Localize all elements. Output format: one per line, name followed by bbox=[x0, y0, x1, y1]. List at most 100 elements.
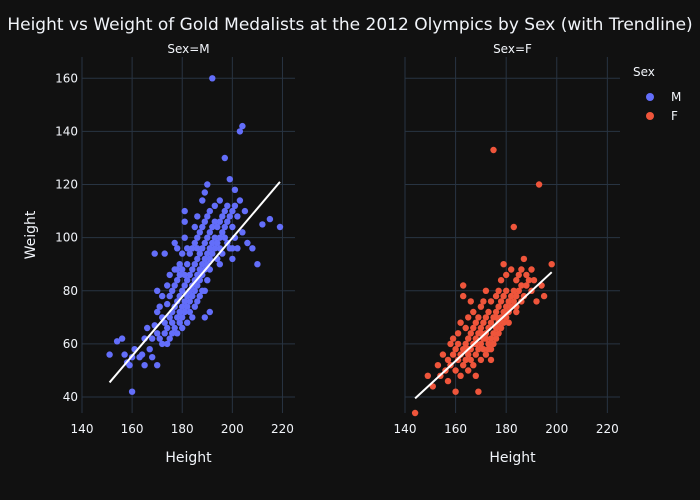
data-point-female[interactable] bbox=[495, 303, 502, 310]
data-point-male[interactable] bbox=[189, 245, 196, 252]
data-point-male[interactable] bbox=[201, 239, 208, 247]
data-point-male[interactable] bbox=[118, 335, 126, 342]
data-point-male[interactable] bbox=[191, 223, 198, 231]
data-point-female[interactable] bbox=[462, 356, 469, 364]
data-point-female[interactable] bbox=[477, 324, 485, 332]
data-point-male[interactable] bbox=[231, 202, 239, 209]
data-point-female[interactable] bbox=[500, 308, 507, 316]
data-point-male[interactable] bbox=[249, 245, 256, 252]
data-point-female[interactable] bbox=[449, 351, 457, 358]
data-point-female[interactable] bbox=[520, 255, 528, 263]
data-point-male[interactable] bbox=[226, 176, 233, 183]
data-point-female[interactable] bbox=[503, 287, 510, 294]
data-point-male[interactable] bbox=[219, 213, 226, 220]
data-point-female[interactable] bbox=[470, 362, 477, 369]
data-point-female[interactable] bbox=[490, 330, 497, 337]
data-point-male[interactable] bbox=[161, 330, 168, 337]
data-point-male[interactable] bbox=[154, 362, 161, 369]
data-point-male[interactable] bbox=[161, 319, 168, 326]
data-point-male[interactable] bbox=[154, 287, 161, 294]
data-point-female[interactable] bbox=[434, 362, 442, 369]
data-point-female[interactable] bbox=[523, 271, 530, 279]
data-point-male[interactable] bbox=[191, 239, 198, 247]
data-point-male[interactable] bbox=[206, 308, 213, 316]
data-point-male[interactable] bbox=[159, 340, 166, 348]
data-point-female[interactable] bbox=[452, 367, 459, 374]
data-point-female[interactable] bbox=[510, 287, 517, 294]
data-point-female[interactable] bbox=[465, 351, 472, 358]
data-point-male[interactable] bbox=[216, 218, 223, 225]
data-point-female[interactable] bbox=[480, 346, 487, 353]
data-point-male[interactable] bbox=[149, 354, 156, 361]
data-point-male[interactable] bbox=[209, 250, 216, 257]
data-point-male[interactable] bbox=[234, 213, 241, 220]
data-point-female[interactable] bbox=[530, 277, 538, 284]
data-point-female[interactable] bbox=[500, 319, 507, 326]
data-point-male[interactable] bbox=[184, 261, 191, 268]
data-point-male[interactable] bbox=[113, 338, 121, 345]
data-point-male[interactable] bbox=[219, 229, 226, 236]
data-point-female[interactable] bbox=[470, 324, 477, 332]
data-point-male[interactable] bbox=[204, 250, 211, 257]
data-point-female[interactable] bbox=[518, 266, 525, 273]
data-point-female[interactable] bbox=[548, 261, 555, 268]
data-point-female[interactable] bbox=[411, 409, 419, 417]
data-point-female[interactable] bbox=[462, 340, 469, 348]
data-point-male[interactable] bbox=[151, 250, 158, 257]
data-point-male[interactable] bbox=[201, 189, 208, 196]
data-point-female[interactable] bbox=[500, 292, 507, 300]
data-point-male[interactable] bbox=[184, 292, 191, 300]
data-point-male[interactable] bbox=[194, 282, 201, 289]
data-point-male[interactable] bbox=[229, 255, 236, 263]
data-point-male[interactable] bbox=[201, 287, 208, 294]
data-point-male[interactable] bbox=[276, 223, 284, 231]
data-point-female[interactable] bbox=[457, 319, 464, 326]
data-point-female[interactable] bbox=[462, 324, 469, 332]
data-point-female[interactable] bbox=[467, 356, 474, 364]
data-point-female[interactable] bbox=[535, 181, 543, 188]
data-point-female[interactable] bbox=[505, 298, 512, 305]
data-point-male[interactable] bbox=[209, 239, 216, 247]
data-point-male[interactable] bbox=[216, 197, 223, 204]
data-point-female[interactable] bbox=[460, 292, 467, 300]
data-point-female[interactable] bbox=[460, 282, 467, 289]
data-point-male[interactable] bbox=[166, 335, 173, 342]
data-point-female[interactable] bbox=[497, 298, 505, 305]
data-point-female[interactable] bbox=[472, 319, 479, 326]
data-point-male[interactable] bbox=[211, 218, 218, 225]
data-point-male[interactable] bbox=[196, 266, 203, 273]
data-point-male[interactable] bbox=[254, 261, 261, 268]
legend-item-m[interactable]: M bbox=[646, 90, 681, 104]
data-point-male[interactable] bbox=[211, 202, 218, 209]
data-point-male[interactable] bbox=[181, 234, 188, 241]
data-point-male[interactable] bbox=[184, 319, 191, 326]
data-point-male[interactable] bbox=[171, 239, 178, 247]
data-point-female[interactable] bbox=[452, 346, 459, 353]
data-point-male[interactable] bbox=[186, 271, 193, 279]
data-point-male[interactable] bbox=[211, 245, 218, 252]
data-point-male[interactable] bbox=[176, 261, 183, 268]
data-point-female[interactable] bbox=[467, 298, 474, 305]
data-point-female[interactable] bbox=[513, 308, 520, 316]
data-point-male[interactable] bbox=[174, 330, 181, 337]
data-point-male[interactable] bbox=[214, 223, 221, 231]
data-point-female[interactable] bbox=[490, 340, 497, 348]
data-point-male[interactable] bbox=[179, 303, 186, 310]
data-point-male[interactable] bbox=[149, 335, 156, 342]
data-point-female[interactable] bbox=[533, 298, 540, 305]
data-point-male[interactable] bbox=[121, 351, 128, 358]
data-point-female[interactable] bbox=[439, 351, 447, 358]
data-point-female[interactable] bbox=[424, 372, 431, 379]
data-point-male[interactable] bbox=[199, 261, 206, 268]
data-point-male[interactable] bbox=[164, 324, 171, 332]
data-point-male[interactable] bbox=[229, 223, 236, 231]
data-point-female[interactable] bbox=[482, 287, 490, 294]
data-point-female[interactable] bbox=[444, 356, 452, 364]
data-point-male[interactable] bbox=[154, 330, 161, 337]
data-point-male[interactable] bbox=[179, 314, 186, 321]
data-point-female[interactable] bbox=[513, 292, 520, 300]
data-point-male[interactable] bbox=[191, 303, 198, 310]
data-point-female[interactable] bbox=[482, 314, 490, 321]
data-point-male[interactable] bbox=[221, 234, 228, 241]
data-point-male[interactable] bbox=[138, 351, 146, 358]
